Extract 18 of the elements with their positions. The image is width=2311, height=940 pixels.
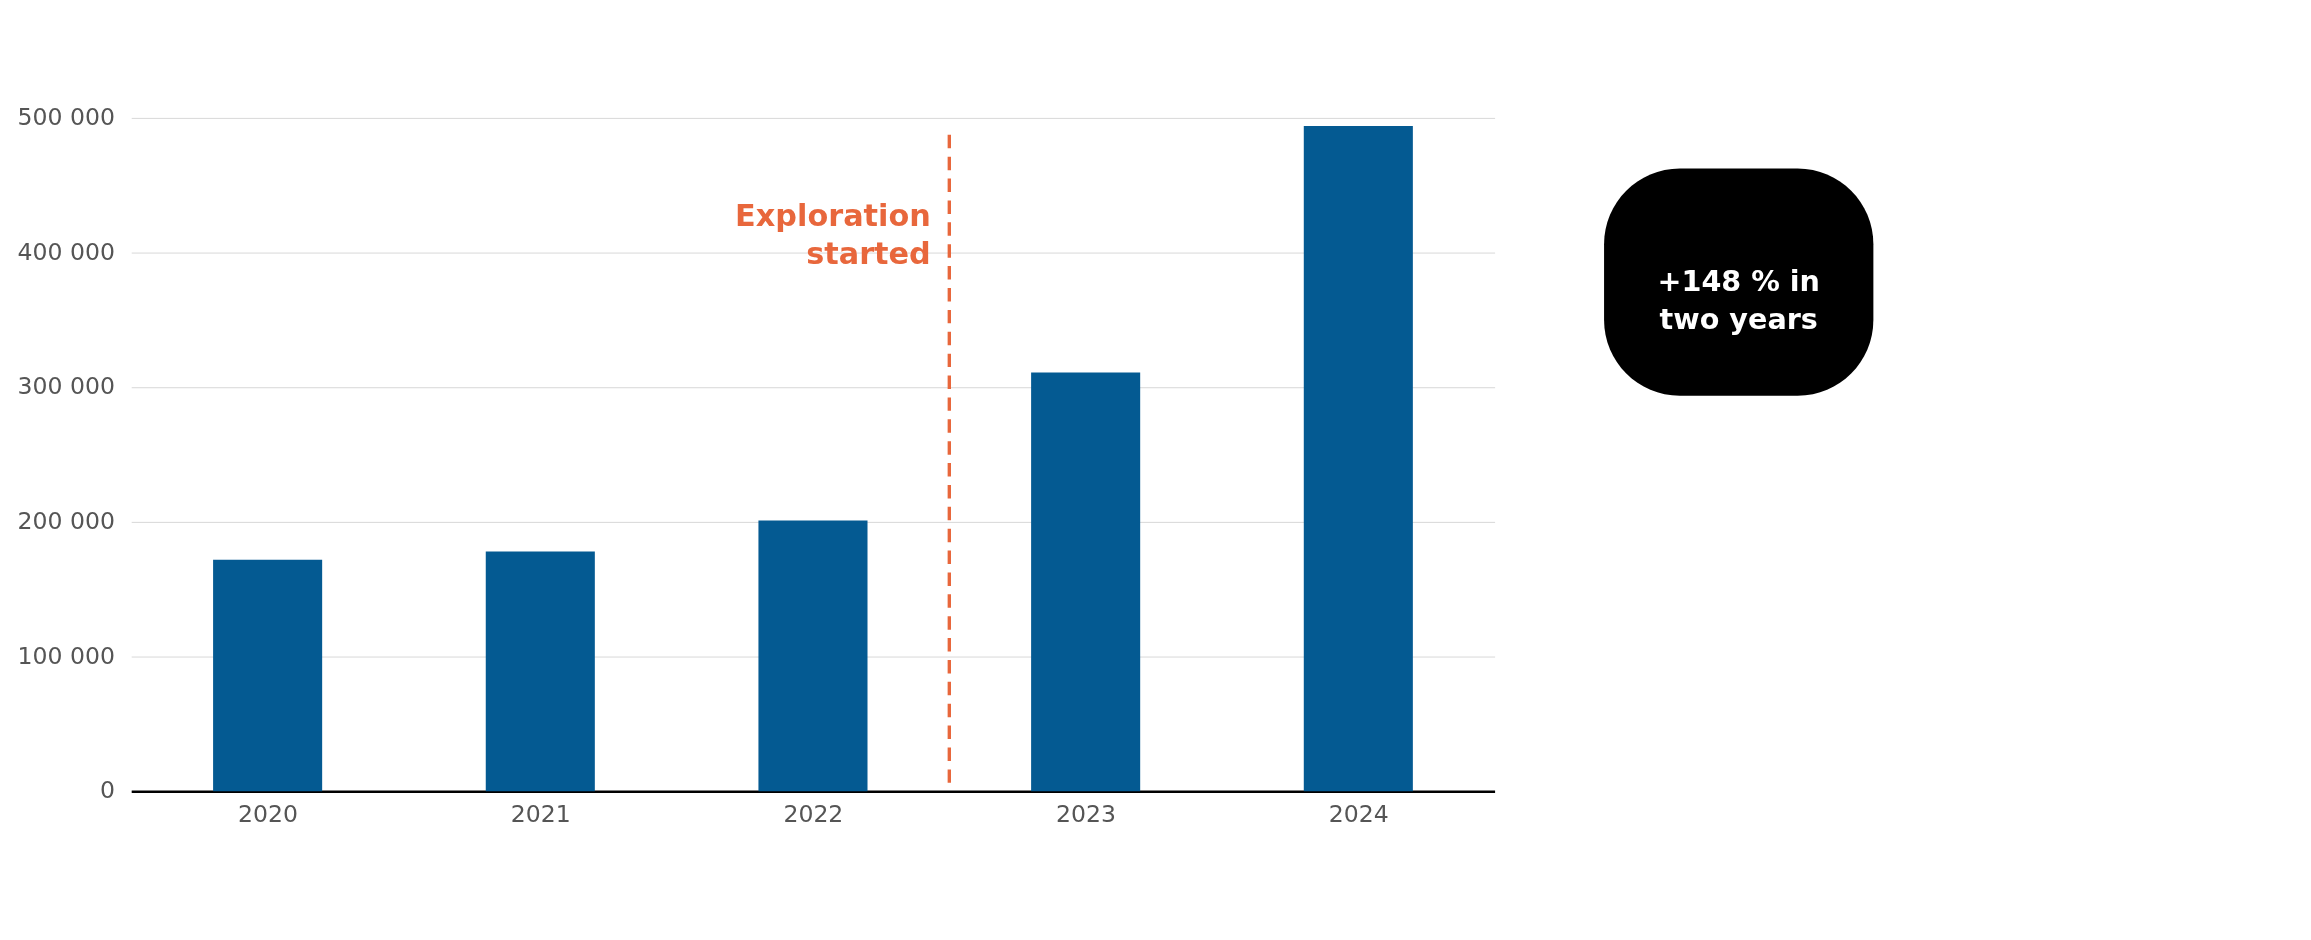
x-tick-label: 2021 (510, 799, 571, 828)
bar (485, 551, 595, 792)
y-tick-label: 100 000 (17, 641, 115, 670)
y-tick-label: 500 000 (17, 103, 115, 132)
text: +148 % in two years (1657, 263, 1820, 337)
bar (1303, 126, 1413, 792)
x-tick-label: 2022 (783, 799, 844, 828)
y-tick-label: 0 (99, 776, 115, 805)
y-tick-label: 400 000 (17, 237, 115, 266)
bar (758, 520, 868, 792)
bar (1031, 372, 1141, 792)
y-tick-label: 200 000 (17, 507, 115, 536)
ref-line-label: Exploration started (735, 197, 931, 272)
y-tick-label: 300 000 (17, 372, 115, 401)
x-tick-label: 2024 (1328, 799, 1389, 828)
bar (213, 559, 323, 792)
x-tick-label: 2023 (1056, 799, 1117, 828)
x-tick-label: 2020 (238, 799, 299, 828)
